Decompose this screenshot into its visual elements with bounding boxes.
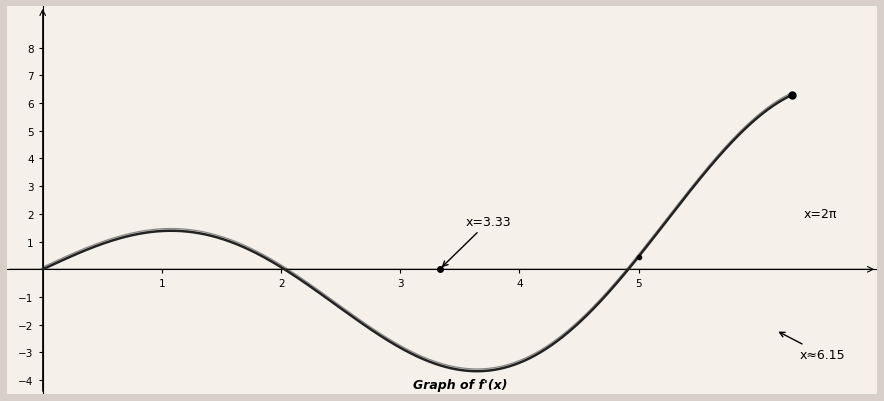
Text: x=2π: x=2π	[804, 207, 836, 220]
Text: Graph of f'(x): Graph of f'(x)	[413, 378, 507, 391]
Text: x=3.33: x=3.33	[443, 215, 512, 267]
Text: x≈6.15: x≈6.15	[780, 332, 845, 361]
